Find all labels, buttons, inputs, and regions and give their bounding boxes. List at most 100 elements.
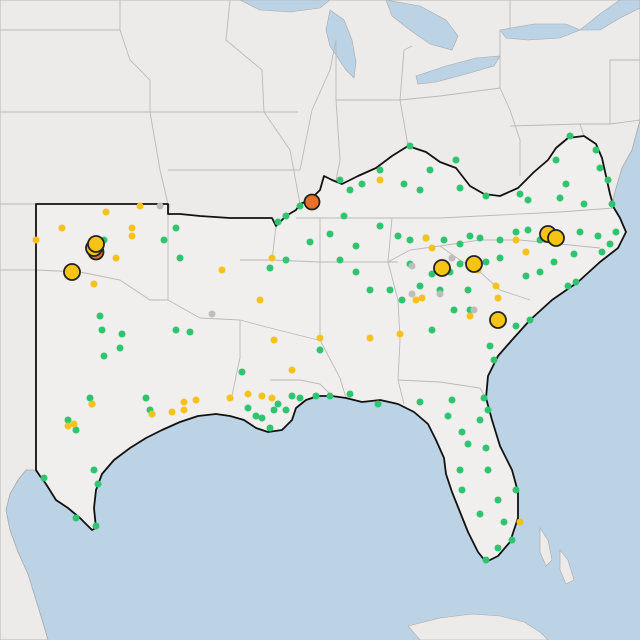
site-marker-green[interactable] [486,342,494,350]
site-marker-green[interactable] [296,202,304,210]
site-marker-green[interactable] [274,400,282,408]
site-marker-green[interactable] [570,250,578,258]
site-marker-green[interactable] [64,416,72,424]
site-marker-green[interactable] [596,164,604,172]
site-marker-yellow[interactable] [128,224,136,232]
site-marker-green[interactable] [270,406,278,414]
site-marker-gray[interactable] [408,262,416,270]
site-marker-green[interactable] [476,510,484,518]
site-marker-green[interactable] [550,258,558,266]
site-marker-green[interactable] [508,536,516,544]
site-marker-green[interactable] [266,424,274,432]
site-marker-yellow[interactable] [418,294,426,302]
site-marker-yellow[interactable] [268,254,276,262]
site-marker-green[interactable] [466,232,474,240]
site-marker-yellow[interactable] [270,336,278,344]
site-marker-green[interactable] [72,426,80,434]
site-marker-green[interactable] [526,316,534,324]
site-marker-green[interactable] [464,440,472,448]
site-marker-yellow[interactable] [422,234,430,242]
site-marker-yellow[interactable] [366,334,374,342]
site-marker-green[interactable] [386,286,394,294]
site-marker-green[interactable] [96,312,104,320]
site-marker-green[interactable] [340,212,348,220]
site-marker-green[interactable] [296,394,304,402]
site-marker-green[interactable] [288,392,296,400]
site-marker-green[interactable] [448,396,456,404]
site-marker-yellow[interactable] [58,224,66,232]
site-marker-yellow[interactable] [466,312,474,320]
site-marker-green[interactable] [336,256,344,264]
site-marker-green[interactable] [336,176,344,184]
site-marker-green[interactable] [406,142,414,150]
site-marker-yellow-large[interactable] [489,311,507,329]
site-marker-yellow[interactable] [492,282,500,290]
site-marker-yellow[interactable] [512,236,520,244]
site-marker-yellow[interactable] [316,334,324,342]
site-marker-green[interactable] [416,186,424,194]
site-marker-green[interactable] [536,268,544,276]
site-marker-yellow[interactable] [64,422,72,430]
site-marker-green[interactable] [482,192,490,200]
site-marker-yellow[interactable] [256,296,264,304]
site-marker-gray[interactable] [436,290,444,298]
site-marker-green[interactable] [458,428,466,436]
site-marker-green[interactable] [608,200,616,208]
site-marker-green[interactable] [376,166,384,174]
site-marker-green[interactable] [604,176,612,184]
site-marker-green[interactable] [476,416,484,424]
site-marker-gray[interactable] [156,202,164,210]
site-marker-yellow[interactable] [148,410,156,418]
site-marker-green[interactable] [444,412,452,420]
site-marker-green[interactable] [592,146,600,154]
site-marker-green[interactable] [352,242,360,250]
site-marker-green[interactable] [484,466,492,474]
site-marker-green[interactable] [72,514,80,522]
site-marker-green[interactable] [282,212,290,220]
site-marker-green[interactable] [572,278,580,286]
site-marker-green[interactable] [516,190,524,198]
site-marker-yellow[interactable] [244,390,252,398]
site-marker-green[interactable] [172,224,180,232]
site-marker-green[interactable] [352,268,360,276]
site-marker-green[interactable] [566,132,574,140]
site-marker-green[interactable] [94,480,102,488]
site-marker-green[interactable] [346,186,354,194]
site-marker-green[interactable] [482,444,490,452]
site-marker-yellow[interactable] [102,208,110,216]
site-marker-green[interactable] [98,326,106,334]
site-marker-green[interactable] [326,230,334,238]
site-marker-yellow[interactable] [88,400,96,408]
site-marker-yellow[interactable] [70,420,78,428]
site-marker-green[interactable] [458,486,466,494]
site-marker-green[interactable] [426,166,434,174]
site-marker-yellow[interactable] [522,248,530,256]
site-marker-green[interactable] [428,270,436,278]
site-marker-green[interactable] [512,322,520,330]
site-marker-yellow[interactable] [268,394,276,402]
site-marker-green[interactable] [416,282,424,290]
site-marker-green[interactable] [496,254,504,262]
site-marker-green[interactable] [482,556,490,564]
site-marker-green[interactable] [594,232,602,240]
site-marker-green[interactable] [456,260,464,268]
site-marker-green[interactable] [394,232,402,240]
site-marker-green[interactable] [524,226,532,234]
site-marker-yellow[interactable] [218,266,226,274]
site-marker-green[interactable] [306,238,314,246]
site-marker-yellow[interactable] [258,392,266,400]
site-marker-green[interactable] [312,392,320,400]
site-marker-yellow[interactable] [128,232,136,240]
site-marker-green[interactable] [606,240,614,248]
site-marker-green[interactable] [346,390,354,398]
site-marker-yellow-large[interactable] [465,255,483,273]
site-marker-green[interactable] [512,486,520,494]
site-marker-green[interactable] [398,296,406,304]
site-marker-green[interactable] [456,466,464,474]
site-marker-yellow-large[interactable] [87,235,105,253]
site-marker-green[interactable] [172,326,180,334]
site-marker-green[interactable] [556,194,564,202]
site-marker-green[interactable] [564,282,572,290]
